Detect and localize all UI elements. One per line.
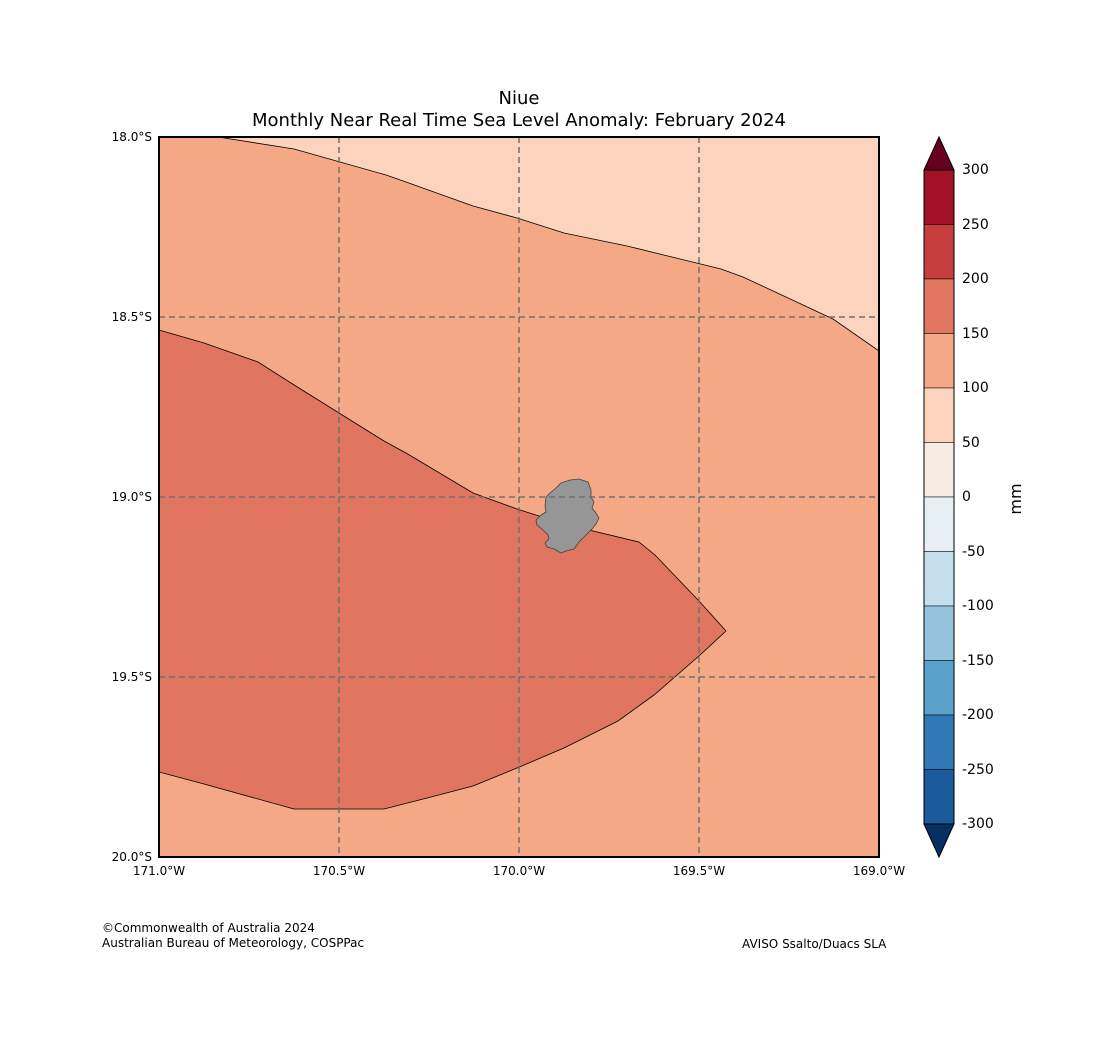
longitude-tick-label: 171.0°W [132,864,186,878]
latitude-tick-label: 20.0°S [111,850,152,864]
colorbar-tick-label: -200 [962,707,994,723]
colorbar-unit-label: mm [1006,483,1025,515]
latitude-tick-label: 18.0°S [111,130,152,144]
copyright-credit: ©Commonwealth of Australia 2024 [102,921,315,935]
colorbar-bin [923,496,955,552]
colorbar-tick-label: 100 [962,380,989,396]
colorbar-bin [923,442,955,498]
longitude-tick-label: 170.0°W [492,864,546,878]
colorbar-tick-label: 0 [962,489,971,505]
colorbar-tick-label: 250 [962,216,989,233]
colorbar-bin [923,605,955,661]
latitude-tick-label: 19.0°S [111,490,152,504]
anomaly-region-50-100 [217,136,880,352]
map-title: Niue [498,88,540,109]
colorbar-tick-label: -50 [962,543,985,560]
colorbar-tick-label: 300 [962,162,989,178]
colorbar-bin [923,278,955,334]
colorbar-frame [923,169,955,825]
colorbar-over-arrow [923,135,955,171]
anomaly-region-150-200 [158,329,727,810]
map-subtitle: Monthly Near Real Time Sea Level Anomaly… [252,110,786,131]
colorbar-bin [923,333,955,389]
map-gridlines [159,137,879,857]
colorbar-tick-label: -250 [962,761,994,778]
colorbar [923,135,955,859]
colorbar-tick-label: -100 [962,598,994,614]
longitude-tick-label: 169.5°W [672,864,726,878]
map-area [158,136,880,858]
colorbar-bin [923,660,955,716]
colorbar-tick-label: -150 [962,652,994,669]
map-frame [158,136,880,858]
colorbar-bin [923,551,955,607]
colorbar-under-arrow [923,823,955,859]
colorbar-tick-label: 150 [962,325,989,342]
latitude-tick-label: 18.5°S [111,310,152,324]
colorbar-tick-label: 50 [962,434,980,451]
colorbar-bin [923,169,955,225]
data-source-credit: AVISO Ssalto/Duacs SLA [742,937,887,951]
longitude-tick-label: 170.5°W [312,864,366,878]
colorbar-bin [923,769,955,825]
organization-credit: Australian Bureau of Meteorology, COSPPa… [102,936,365,950]
colorbar-bin [923,224,955,280]
latitude-tick-label: 19.5°S [111,670,152,684]
colorbar-bin [923,714,955,770]
colorbar-tick-label: 200 [962,271,989,287]
longitude-tick-label: 169.0°W [852,864,906,878]
colorbar-bin [923,387,955,443]
colorbar-tick-label: -300 [962,816,994,832]
